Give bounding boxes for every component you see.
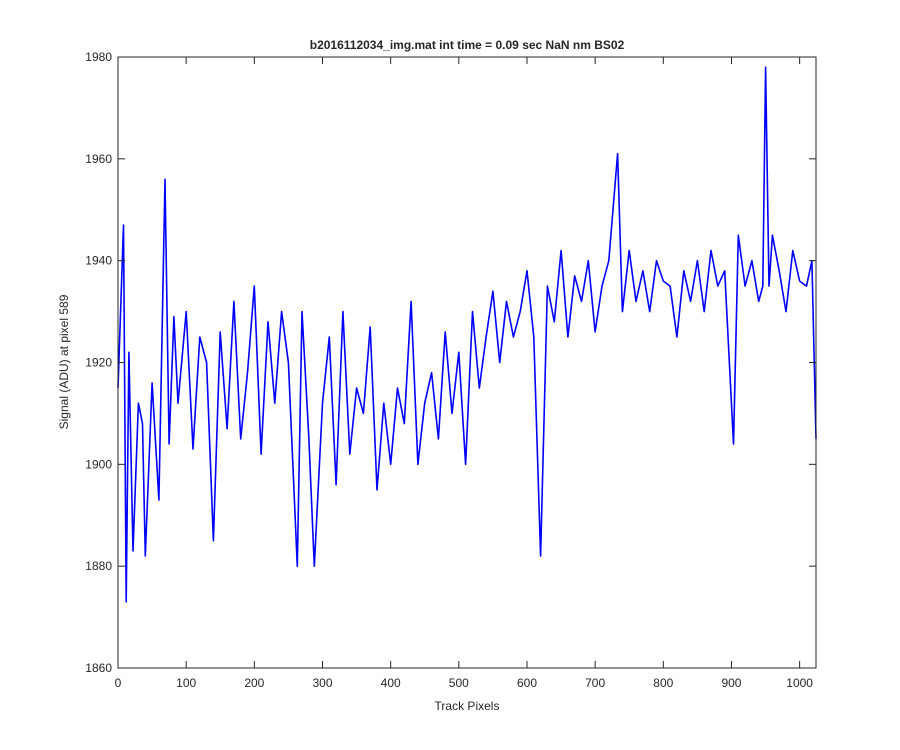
x-tick-label: 300 xyxy=(312,676,332,690)
x-tick-label: 900 xyxy=(721,676,741,690)
x-tick-label: 700 xyxy=(585,676,605,690)
y-tick-label: 1960 xyxy=(85,152,112,166)
y-tick-label: 1940 xyxy=(85,254,112,268)
x-tick-label: 100 xyxy=(176,676,196,690)
series-line-0 xyxy=(117,66,817,603)
y-tick-label: 1980 xyxy=(85,50,112,64)
x-axis-label: Track Pixels xyxy=(435,699,500,713)
y-tick-label: 1880 xyxy=(85,559,112,573)
plot-area xyxy=(118,57,816,668)
x-axis-ticks: 0 100 200 300 400 500 600 700 800 900 1000 xyxy=(115,57,813,690)
y-tick-label: 1860 xyxy=(85,661,112,675)
x-tick-label: 800 xyxy=(653,676,673,690)
x-tick-label: 0 xyxy=(115,676,122,690)
y-axis-label: Signal (ADU) at pixel 589 xyxy=(57,294,71,429)
y-tick-label: 1900 xyxy=(85,457,112,471)
x-tick-label: 1000 xyxy=(786,676,813,690)
y-tick-label: 1920 xyxy=(85,356,112,370)
data-layer xyxy=(117,66,817,603)
x-tick-label: 200 xyxy=(244,676,264,690)
chart-title: b2016112034_img.mat int time = 0.09 sec … xyxy=(310,38,625,52)
x-tick-label: 500 xyxy=(449,676,469,690)
x-tick-label: 400 xyxy=(381,676,401,690)
x-tick-label: 600 xyxy=(517,676,537,690)
y-axis-ticks: 1860 1880 1900 1920 1940 1960 1980 xyxy=(85,50,816,675)
